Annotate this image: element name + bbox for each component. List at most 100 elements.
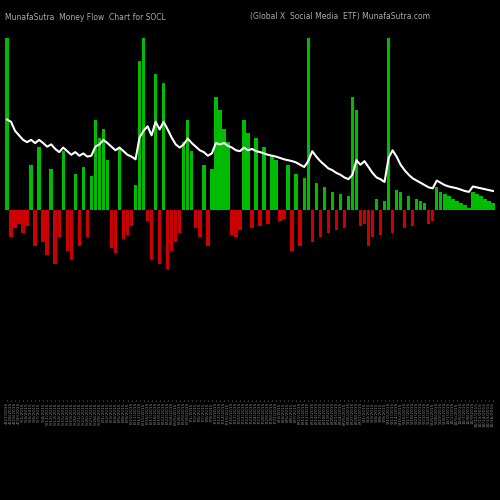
Bar [471,192,474,210]
Bar [403,210,406,228]
Bar [342,210,346,228]
Bar [130,210,133,226]
Bar [322,188,326,210]
Bar [415,198,418,210]
Bar [46,210,49,255]
Bar [10,210,12,237]
Bar [182,142,186,210]
Bar [278,210,282,222]
Bar [226,142,230,210]
Bar [246,133,250,210]
Bar [74,174,77,210]
Bar [427,210,430,224]
Bar [190,151,194,210]
Bar [463,206,466,210]
Bar [42,210,45,242]
Bar [186,120,190,210]
Bar [459,203,462,210]
Bar [210,170,214,210]
Bar [270,156,274,210]
Bar [174,210,178,242]
Bar [218,110,222,210]
Bar [82,167,85,210]
Bar [222,128,226,210]
Bar [294,174,298,210]
Bar [451,198,454,210]
Bar [447,196,450,210]
Bar [358,210,362,226]
Bar [50,170,53,210]
Bar [274,160,278,210]
Bar [18,210,21,224]
Bar [492,203,494,210]
Bar [399,192,402,210]
Bar [142,38,146,210]
Bar [150,210,154,260]
Bar [22,210,25,233]
Bar [202,165,205,210]
Bar [78,210,81,246]
Bar [198,210,202,237]
Bar [126,210,129,235]
Bar [326,210,330,233]
Bar [479,196,482,210]
Bar [455,201,458,210]
Bar [58,210,61,237]
Bar [14,210,16,228]
Bar [254,138,258,210]
Bar [484,198,486,210]
Bar [383,201,386,210]
Bar [178,210,182,233]
Bar [302,178,306,210]
Bar [350,97,354,210]
Bar [94,120,97,210]
Bar [70,210,73,260]
Bar [34,210,37,246]
Bar [250,210,254,228]
Bar [282,210,286,219]
Bar [134,185,137,210]
Bar [318,210,322,237]
Bar [170,210,173,250]
Bar [334,210,338,231]
Bar [146,210,150,222]
Bar [110,210,113,248]
Bar [238,210,242,231]
Text: (Global X  Social Media  ETF) MunafaSutra.com: (Global X Social Media ETF) MunafaSutra.… [250,12,430,22]
Bar [166,210,170,269]
Bar [314,183,318,210]
Bar [411,210,414,226]
Bar [367,210,370,246]
Bar [258,210,262,226]
Bar [443,194,446,210]
Bar [431,210,434,222]
Text: MunafaSutra  Money Flow  Chart for SOCL: MunafaSutra Money Flow Chart for SOCL [5,12,166,22]
Bar [306,38,310,210]
Bar [6,38,8,210]
Bar [242,120,246,210]
Bar [375,198,378,210]
Bar [363,210,366,224]
Bar [467,208,470,210]
Bar [395,190,398,210]
Bar [488,201,490,210]
Bar [354,110,358,210]
Bar [158,210,162,264]
Bar [38,146,41,210]
Bar [66,210,69,250]
Bar [435,188,438,210]
Bar [262,146,266,210]
Bar [346,196,350,210]
Bar [90,176,93,210]
Bar [379,210,382,235]
Bar [290,210,294,250]
Bar [98,138,101,210]
Bar [423,203,426,210]
Bar [54,210,57,264]
Bar [114,210,117,253]
Bar [30,165,33,210]
Bar [419,201,422,210]
Bar [62,151,65,210]
Bar [230,210,234,235]
Bar [371,210,374,237]
